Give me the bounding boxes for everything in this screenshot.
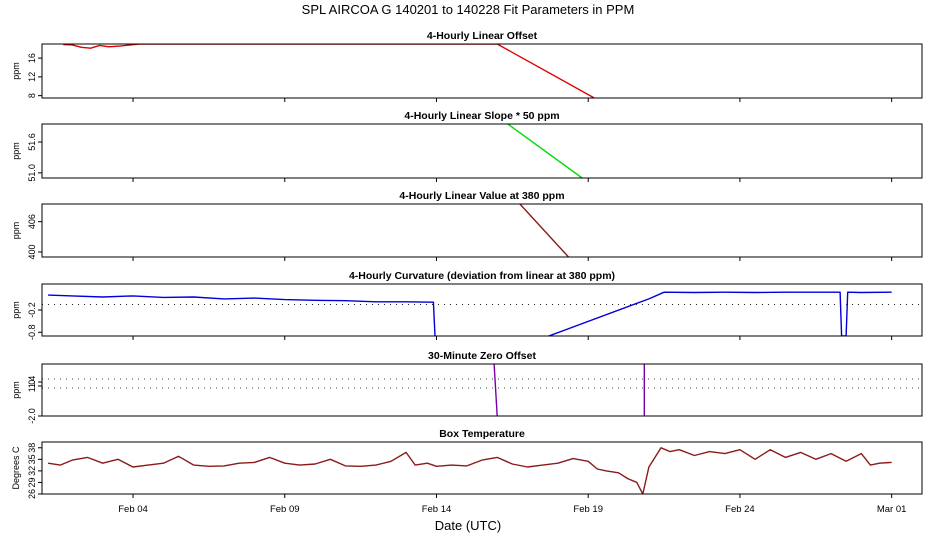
series-line-slope: [507, 124, 583, 178]
panel-title: 4-Hourly Linear Value at 380 ppm: [399, 190, 564, 202]
y-tick-label: 400: [27, 244, 37, 259]
y-axis-label: ppm: [11, 222, 21, 240]
y-tick-label: 29: [27, 477, 37, 487]
y-tick-label: 1.4: [27, 376, 37, 389]
panel-1: 4-Hourly Linear Offset ppm 8 12 16: [11, 30, 923, 102]
series-line-temperature: [47, 447, 892, 494]
y-tick-label: 16: [27, 53, 37, 63]
panel-frame: [41, 203, 923, 258]
y-axis-label: ppm: [11, 62, 21, 80]
y-axis-label: ppm: [11, 381, 21, 399]
y-tick-label: 35: [27, 454, 37, 464]
panel-title: 4-Hourly Linear Offset: [427, 30, 538, 42]
y-axis-label: ppm: [11, 142, 21, 160]
panel-title: 4-Hourly Linear Slope * 50 ppm: [404, 110, 559, 122]
y-tick-label: -0.8: [27, 325, 37, 341]
x-tick-label: Feb 14: [422, 504, 452, 515]
panel-title: Box Temperature: [439, 428, 525, 440]
panel-frame: [41, 441, 923, 495]
figure-title: SPL AIRCOA G 140201 to 140228 Fit Parame…: [302, 2, 635, 17]
y-tick-label: 1.0: [27, 380, 37, 393]
y-tick-label: 38: [27, 443, 37, 453]
x-axis-label: Date (UTC): [435, 518, 501, 533]
y-axis-label: ppm: [11, 301, 21, 319]
y-tick-label: -2.0: [27, 408, 37, 424]
x-tick-label: Feb 19: [573, 504, 603, 515]
x-tick-label: Feb 04: [118, 504, 148, 515]
panel-3: 4-Hourly Linear Value at 380 ppm ppm 400 40…: [11, 190, 923, 261]
panel-title: 4-Hourly Curvature (deviation from linea…: [349, 270, 615, 282]
y-tick-label: 406: [27, 214, 37, 229]
panel-frame: [41, 283, 923, 337]
y-tick-label: 51.0: [27, 164, 37, 182]
series-line-curvature_b: [548, 291, 892, 336]
y-tick-label: 8: [27, 93, 37, 98]
series-line-value: [519, 204, 570, 257]
y-axis-label: Degrees C: [11, 446, 21, 490]
series-line-offset: [63, 44, 595, 98]
series-line-curvature_a: [48, 294, 436, 336]
y-tick-label: 51.6: [27, 133, 37, 151]
panel-frame: [41, 363, 923, 417]
x-tick-label: Feb 24: [725, 504, 755, 515]
x-tick-label: Feb 09: [270, 504, 300, 515]
panel-4: 4-Hourly Curvature (deviation from linea…: [11, 270, 923, 341]
panel-title: 30-Minute Zero Offset: [428, 350, 536, 362]
x-tick-label: Mar 01: [877, 504, 907, 515]
y-tick-label: 32: [27, 466, 37, 476]
series-line-zero_a: [493, 364, 498, 416]
y-tick-label: 26: [27, 489, 37, 499]
y-tick-label: -0.2: [27, 302, 37, 318]
panel-5: 30-Minute Zero Offset ppm -2.0 1.01.4: [11, 350, 923, 424]
panel-frame: [41, 43, 923, 99]
y-tick-label: 12: [27, 72, 37, 82]
panel-2: 4-Hourly Linear Slope * 50 ppm ppm 51.0 51.…: [11, 110, 923, 182]
panel-frame: [41, 123, 923, 179]
